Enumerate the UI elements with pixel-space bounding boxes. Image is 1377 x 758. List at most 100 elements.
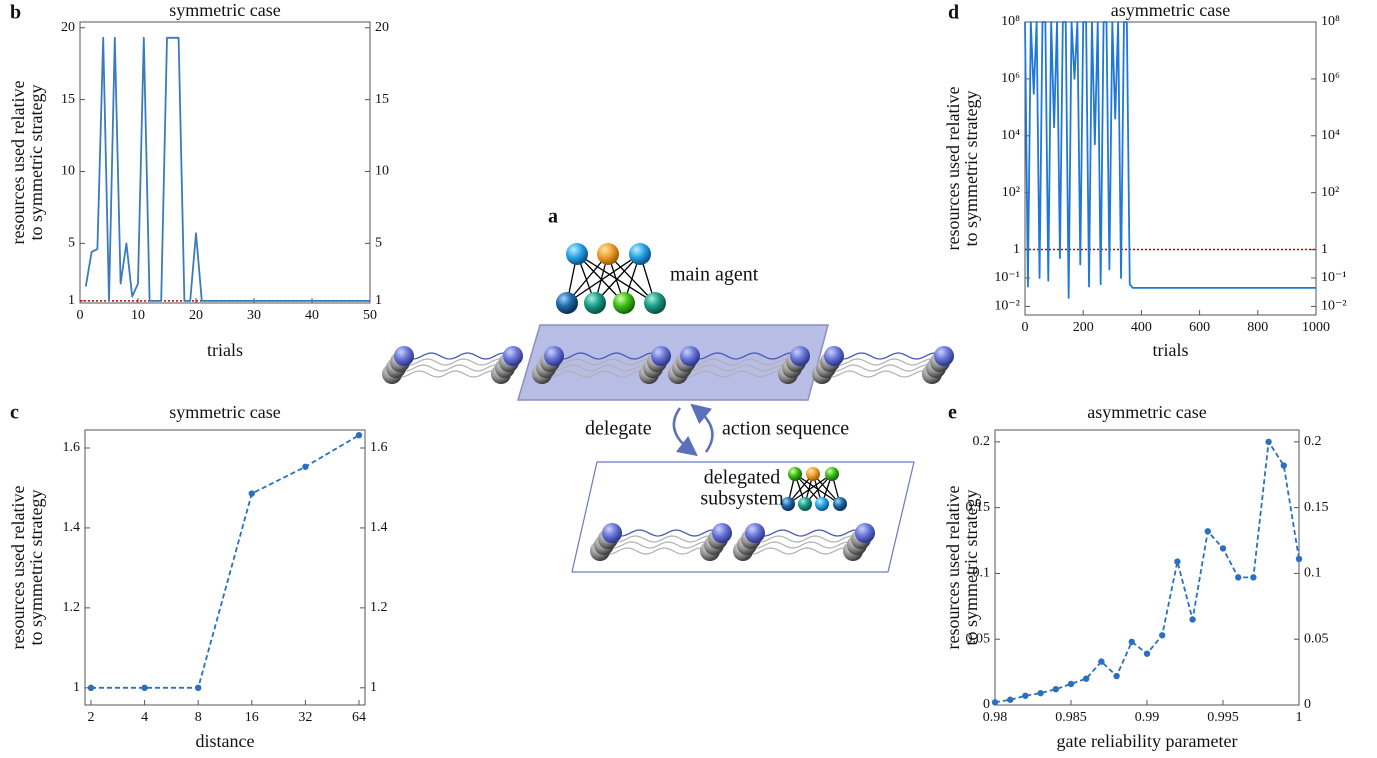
- y-tick-label-right: 1: [1321, 242, 1328, 257]
- neuron: [629, 243, 651, 265]
- y-axis-label: resources used relative: [943, 486, 963, 650]
- panel-label: c: [10, 402, 19, 424]
- x-tick-label: 32: [298, 710, 312, 725]
- main-system-plane: [516, 324, 829, 401]
- y-tick-label-right: 0.15: [1304, 500, 1329, 515]
- y-tick-label-right: 0: [1304, 697, 1311, 712]
- y-axis-label: to symmetric strategy: [26, 490, 46, 646]
- qubit-wave: [607, 535, 719, 543]
- chart-title: asymmetric case: [1111, 0, 1230, 20]
- subsystem-label: subsystem: [700, 488, 784, 510]
- x-tick-label: 16: [245, 710, 259, 725]
- qubit-wave: [553, 352, 662, 360]
- x-tick-label: 0.985: [1055, 710, 1087, 725]
- y-tick-label: 10⁴: [1001, 128, 1020, 143]
- y-tick-label: 1.6: [63, 440, 81, 455]
- panel-label: e: [948, 402, 957, 424]
- main-agent-label: main agent: [670, 264, 759, 286]
- y-tick-label-right: 10²: [1321, 185, 1339, 200]
- data-point: [1219, 545, 1227, 552]
- y-tick-label: 1: [1013, 242, 1020, 257]
- qubit-wave: [403, 352, 514, 360]
- data-point: [1067, 680, 1075, 688]
- y-tick-label-right: 1: [370, 680, 377, 695]
- neuron: [556, 292, 578, 314]
- y-tick-label-right: 1.2: [370, 600, 388, 615]
- data-point: [1235, 574, 1242, 581]
- qubit-wave: [754, 529, 866, 537]
- neuron: [833, 497, 847, 511]
- data-point: [1007, 696, 1014, 703]
- y-tick-label-right: 1.4: [370, 520, 388, 535]
- data-point: [87, 684, 95, 692]
- x-tick-label: 400: [1131, 320, 1152, 335]
- data-point: [1174, 558, 1181, 565]
- qubit: [602, 523, 622, 543]
- qubit-wave: [689, 352, 801, 360]
- qubit-wave: [399, 358, 510, 366]
- qubit: [855, 523, 875, 543]
- x-tick-label: 10: [131, 308, 145, 323]
- plot-frame: [84, 429, 366, 706]
- y-tick-label-right: 1: [375, 293, 382, 308]
- x-tick-label: 0: [77, 308, 84, 323]
- x-tick-label: 40: [305, 308, 319, 323]
- y-axis-label: to symmetric strategy: [961, 91, 981, 247]
- qubit-wave: [821, 370, 933, 378]
- data-point: [1204, 528, 1212, 535]
- x-tick-label: 600: [1189, 320, 1210, 335]
- y-tick-label-right: 1.6: [370, 440, 388, 455]
- y-tick-label: 5: [68, 236, 75, 251]
- net-edge: [787, 473, 833, 505]
- data-point: [1250, 574, 1257, 581]
- data-point: [1128, 638, 1136, 646]
- x-axis-label: gate reliability parameter: [1057, 731, 1238, 751]
- y-tick-label: 0: [983, 697, 990, 712]
- y-tick-label-right: 0.1: [1304, 566, 1322, 581]
- subsystem-plane: [571, 461, 915, 573]
- qubit: [544, 346, 564, 366]
- data-point: [1189, 616, 1196, 623]
- y-tick-label: 10: [61, 164, 75, 179]
- subsystem-label: delegated: [704, 467, 781, 489]
- y-tick-label-right: 10⁴: [1321, 128, 1340, 143]
- neuron: [798, 497, 812, 511]
- x-tick-label: 30: [247, 308, 261, 323]
- arrow-delegate: [672, 407, 698, 457]
- qubit-wave: [545, 364, 654, 372]
- data-point: [1113, 672, 1120, 680]
- x-axis-label: trials: [207, 340, 243, 360]
- y-tick-label: 1.2: [63, 600, 81, 615]
- x-tick-label: 1: [1296, 710, 1303, 725]
- data-line: [84, 36, 370, 302]
- qubit-wave: [541, 370, 650, 378]
- neuron: [815, 497, 829, 511]
- data-point: [248, 490, 255, 497]
- y-axis-label: to symmetric strategy: [961, 490, 981, 646]
- y-tick-label-right: 0.05: [1304, 631, 1329, 646]
- data-point: [1143, 650, 1151, 657]
- y-tick-label: 0.15: [966, 500, 991, 515]
- qubit: [934, 346, 954, 366]
- data-point: [1159, 632, 1166, 639]
- chart-title: symmetric case: [169, 0, 280, 20]
- action-label: action sequence: [722, 418, 849, 440]
- qubit-wave: [746, 541, 858, 549]
- data-point: [1083, 675, 1090, 682]
- y-axis-label: to symmetric strategy: [26, 85, 46, 241]
- qubit-wave: [603, 541, 715, 549]
- y-axis-label: resources used relative: [943, 87, 963, 251]
- neuron: [825, 467, 839, 481]
- neuron: [788, 467, 802, 481]
- x-tick-label: 20: [189, 308, 203, 323]
- qubit: [824, 346, 844, 366]
- x-tick-label: 50: [363, 308, 377, 323]
- neuron: [566, 243, 588, 265]
- qubit-wave: [685, 358, 797, 366]
- qubit-wave: [599, 547, 711, 555]
- data-point: [1022, 692, 1029, 699]
- data-point: [1052, 686, 1060, 693]
- qubit-wave: [742, 547, 854, 555]
- net-edge: [576, 253, 625, 304]
